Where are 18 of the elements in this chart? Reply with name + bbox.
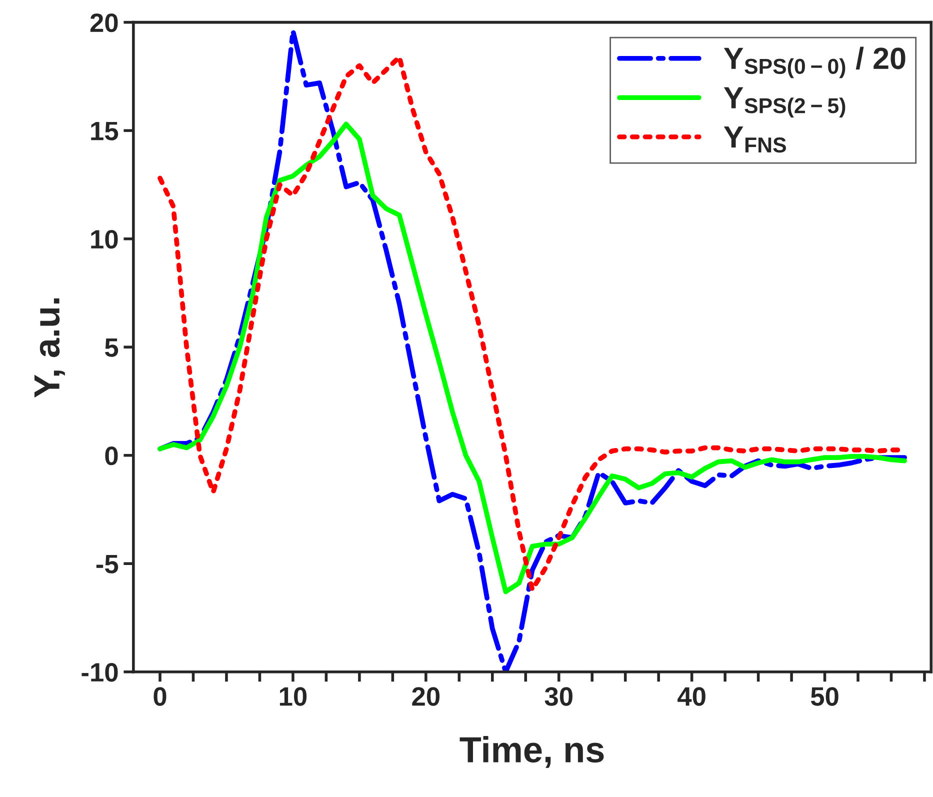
y-tick-label: 10 <box>91 230 118 249</box>
y-tick-label: 20 <box>90 13 118 32</box>
x-tick-label: 30 <box>544 687 572 706</box>
legend-label: Y$_{SPS(0−0)}$ / 20 <box>724 46 906 78</box>
y-tick-label: 5 <box>104 338 118 357</box>
x-axis-title: Time, ns <box>460 736 604 768</box>
x-tick-label: 20 <box>412 687 440 706</box>
y-tick-label: 15 <box>91 122 118 140</box>
x-tick-label: 40 <box>678 687 706 706</box>
legend-label: Y$_{SPS(2−5)}$ <box>724 87 846 118</box>
x-tick-label: 0 <box>154 687 166 706</box>
y-tick-label: -10 <box>82 663 118 682</box>
y-tick-label: -5 <box>96 555 118 574</box>
legend-label: Y$_{FNS}$ <box>724 126 786 153</box>
x-tick-label: 10 <box>280 687 307 706</box>
x-tick-label: 50 <box>810 687 838 706</box>
y-tick-label: 0 <box>105 446 118 466</box>
y-axis-title: Y, a.u. <box>34 298 65 398</box>
